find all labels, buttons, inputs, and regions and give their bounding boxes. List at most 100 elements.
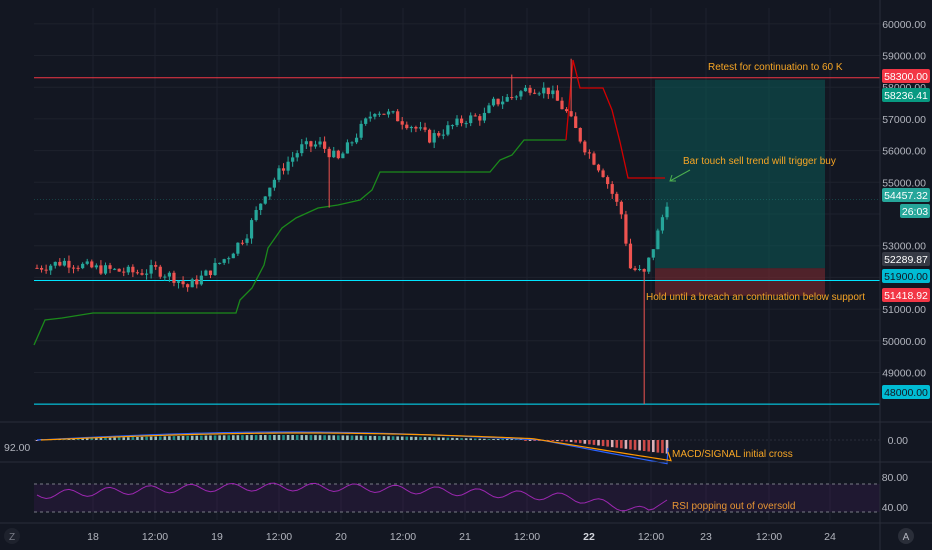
annotation-text: RSI popping out of oversold: [672, 501, 795, 512]
candle-body: [619, 201, 623, 215]
candle-body: [85, 261, 89, 264]
loss-zone: [655, 268, 825, 296]
macd-histogram-bar: [72, 438, 75, 440]
macd-histogram-bar: [127, 437, 130, 440]
time-tick-label: 12:00: [514, 531, 540, 543]
candle-body: [272, 179, 276, 188]
candle-body: [482, 112, 486, 121]
candle-body: [478, 116, 482, 121]
candle-body: [578, 128, 582, 142]
annotation-arrow: [669, 169, 691, 182]
candle-body: [555, 90, 560, 101]
candle-body: [601, 170, 605, 178]
macd-histogram-bar: [286, 435, 290, 440]
candle-body: [249, 220, 254, 239]
time-tick-label: 21: [459, 531, 471, 543]
macd-histogram-bar: [437, 437, 441, 440]
candle-body: [409, 126, 413, 129]
time-tick-label: 20: [335, 531, 347, 543]
price-tick-label: 57000.00: [882, 114, 926, 126]
macd-histogram-bar: [642, 440, 646, 451]
annotations: Retest for continuation to 60 K Bar touch…: [646, 62, 865, 512]
rsi-band: [34, 484, 880, 512]
candle-body: [313, 144, 318, 147]
candle-body: [295, 153, 299, 158]
candle-body: [281, 168, 286, 171]
macd-histogram-bar: [218, 435, 221, 440]
macd-histogram-bar: [501, 439, 504, 440]
macd-histogram-bar: [158, 436, 162, 440]
candle-body: [391, 111, 395, 113]
macd-histogram-bar: [524, 440, 527, 441]
macd-histogram-bar: [547, 440, 550, 441]
macd-histogram-bar: [104, 437, 107, 440]
candle-body: [49, 265, 53, 271]
macd-histogram-bar: [95, 438, 98, 440]
time-tick-label: 24: [824, 531, 836, 543]
macd-histogram-bar: [391, 436, 395, 440]
candle-body: [592, 153, 596, 165]
macd-histogram-bar: [263, 435, 267, 440]
timezone-button[interactable]: [4, 528, 20, 544]
candle-body: [455, 118, 459, 126]
macd-histogram-bar: [90, 438, 94, 440]
macd-tick-label: 0.00: [888, 435, 909, 447]
price-badge: [882, 69, 930, 83]
candle-body: [496, 98, 500, 105]
macd-histogram-bar: [81, 438, 84, 440]
candle-body: [606, 177, 610, 185]
annotation-text: MACD/SIGNAL initial cross: [672, 449, 793, 460]
macd-histogram-bar: [305, 435, 308, 440]
candle-body: [473, 115, 477, 117]
auto-scale-button[interactable]: [898, 528, 914, 544]
time-tick-label: 18: [87, 531, 99, 543]
macd-histogram-bar: [181, 435, 185, 440]
candle-body: [149, 265, 153, 274]
candle-body: [642, 268, 646, 272]
macd-histogram-bar: [113, 437, 116, 440]
candle-body: [377, 113, 381, 115]
macd-histogram-bar: [222, 435, 226, 440]
candle-body: [67, 260, 71, 268]
rsi-pane: [34, 482, 880, 513]
price-badge-label: 58300.00: [884, 71, 928, 83]
candle-body: [332, 150, 336, 158]
macd-line: [36, 431, 669, 465]
candle-body: [501, 101, 505, 105]
candle-body: [131, 266, 135, 273]
candle-body: [510, 97, 514, 99]
candle-body: [587, 152, 591, 154]
price-badge: [882, 385, 930, 399]
signal-line: [40, 432, 672, 462]
macd-histogram-bar: [209, 435, 212, 440]
candle-body: [615, 193, 619, 202]
candle-body: [167, 272, 171, 277]
candle-body: [382, 113, 386, 115]
macd-histogram-bar: [396, 436, 399, 440]
macd-histogram-bar: [273, 435, 276, 440]
macd-histogram-bar: [190, 435, 194, 440]
macd-histogram-bar: [163, 436, 167, 440]
macd-histogram-bar: [35, 440, 39, 441]
macd-histogram-bar: [665, 440, 669, 454]
macd-histogram-bar: [601, 440, 605, 447]
price-badge-label: 51418.92: [884, 290, 928, 302]
candle-body: [186, 284, 190, 288]
macd-histogram-bar: [451, 437, 454, 440]
macd-histogram-bar: [300, 435, 304, 440]
candle-body: [304, 141, 308, 145]
candle-body: [487, 105, 491, 113]
macd-histogram-bar: [515, 439, 518, 440]
price-badge-label: 51900.00: [884, 271, 928, 283]
candle-body: [537, 93, 541, 95]
candle-body: [158, 266, 162, 277]
candle-body: [432, 133, 436, 143]
candle-body: [542, 87, 546, 94]
candle-body: [551, 90, 555, 95]
candle-body: [345, 142, 350, 154]
macd-histogram-bar: [350, 435, 354, 440]
macd-histogram-bar: [323, 435, 326, 440]
candle-body: [354, 137, 359, 143]
candle-body: [665, 206, 669, 218]
